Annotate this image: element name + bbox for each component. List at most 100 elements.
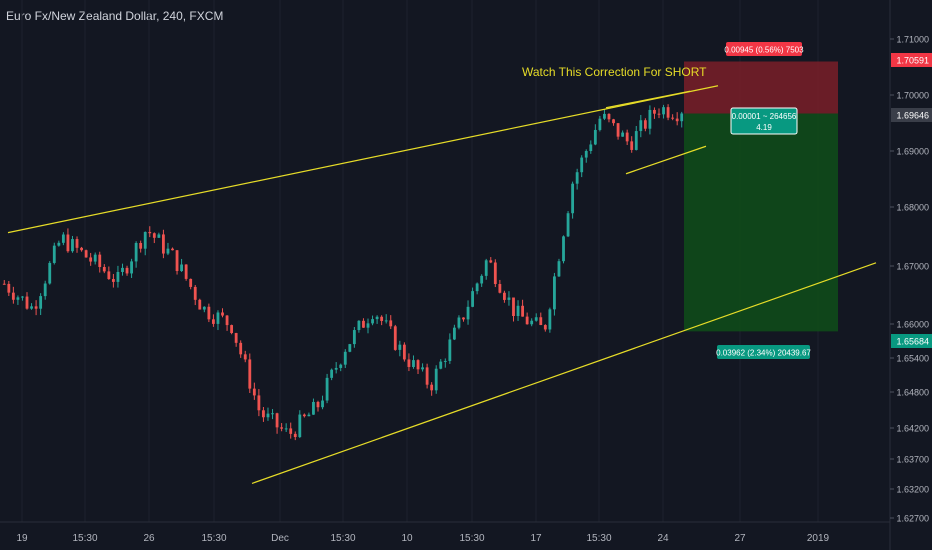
- flag-lower-trendline: [625, 145, 707, 175]
- candle-body: [389, 320, 393, 327]
- candle-body: [548, 309, 552, 330]
- candle-body: [152, 233, 156, 238]
- candle-body: [212, 319, 215, 324]
- candle-body: [607, 113, 611, 120]
- candle-body: [202, 306, 206, 310]
- stop-price: 1.70591: [896, 56, 929, 66]
- stop-label: 0.00945 (0.56%) 7503: [724, 46, 804, 55]
- candle-body: [171, 248, 174, 251]
- candle-body: [525, 316, 529, 325]
- candle-body: [243, 354, 247, 360]
- candle-body: [498, 284, 502, 293]
- candle-body: [443, 360, 447, 362]
- candle-body: [298, 414, 302, 438]
- x-tick-label: 15:30: [459, 533, 484, 544]
- candle-body: [66, 234, 70, 252]
- candle-body: [43, 283, 47, 297]
- candle-body: [21, 296, 24, 298]
- candle-body: [34, 306, 38, 309]
- candle-body: [262, 410, 265, 418]
- stop-label-box: 0.00945 (0.56%) 7503: [724, 42, 804, 56]
- candle-body: [425, 367, 429, 385]
- candle-body: [180, 264, 184, 272]
- y-tick-label: 1.66000: [896, 320, 929, 330]
- candle-body: [280, 427, 284, 429]
- candle-body: [161, 234, 165, 254]
- entry-label-line1: 0.00001 ~ 264656: [732, 112, 797, 121]
- candle-body: [480, 275, 484, 284]
- time-axis[interactable]: 19 15:30 26 15:30 Dec 15:30 10 15:30 17 15:30 24 27…: [16, 533, 829, 544]
- lower-channel-trendline: [251, 262, 877, 484]
- candle-body: [584, 150, 588, 158]
- candle-body: [189, 278, 193, 287]
- candle-body: [307, 414, 311, 417]
- candle-body: [225, 315, 229, 326]
- price-axis[interactable]: 1.71000 1.70000 1.69000 1.68000 1.67000 1.660…: [890, 35, 929, 524]
- candle-body: [239, 342, 243, 355]
- take-profit-zone[interactable]: [684, 113, 838, 332]
- candle-body: [89, 257, 93, 262]
- candle-body: [16, 297, 20, 300]
- candle-body: [57, 242, 61, 246]
- x-tick-label: 26: [143, 533, 155, 544]
- candle-body: [489, 260, 493, 263]
- candle-body: [198, 299, 202, 310]
- candle-body: [643, 120, 647, 129]
- candle-body: [84, 250, 88, 258]
- y-tick-label: 1.65400: [896, 354, 929, 364]
- candle-body: [589, 144, 593, 151]
- chart-title: Euro Fx/New Zealand Dollar, 240, FXCM: [6, 9, 224, 23]
- candle-body: [571, 183, 575, 214]
- candle-body: [257, 395, 261, 411]
- candle-body: [52, 245, 56, 263]
- candle-body: [484, 260, 488, 276]
- candle-body: [657, 113, 661, 115]
- trendlines[interactable]: [7, 85, 877, 484]
- candle-body: [384, 320, 388, 322]
- candle-body: [575, 172, 579, 184]
- y-tick-label: 1.64200: [896, 424, 929, 434]
- annotation-text: Watch This Correction For SHORT: [522, 65, 707, 79]
- y-tick-label: 1.69000: [896, 147, 929, 157]
- candle-body: [580, 157, 584, 173]
- candle-body: [221, 312, 224, 316]
- candle-body: [625, 132, 629, 142]
- candle-body: [234, 333, 238, 343]
- candle-body: [166, 248, 170, 254]
- candle-body: [107, 271, 111, 280]
- candle-body: [666, 107, 670, 118]
- candle-body: [148, 231, 152, 234]
- candlestick-series: [2, 104, 684, 441]
- y-tick-label: 1.68000: [896, 203, 929, 213]
- candle-body: [116, 271, 120, 282]
- candle-body: [61, 234, 65, 243]
- candle-body: [457, 317, 461, 328]
- candle-body: [421, 367, 424, 370]
- stop-price-tag: 1.70591: [891, 53, 932, 67]
- x-tick-label: Dec: [271, 533, 289, 544]
- candle-body: [293, 433, 297, 438]
- x-tick-label: 15:30: [201, 533, 226, 544]
- y-tick-label: 1.63700: [896, 455, 929, 465]
- candle-body: [284, 428, 288, 430]
- x-tick-label: 17: [530, 533, 542, 544]
- candle-body: [648, 109, 652, 129]
- target-price-tag: 1.65684: [891, 334, 932, 348]
- y-tick-label: 1.62700: [896, 514, 929, 524]
- candle-body: [416, 360, 420, 370]
- candle-body: [193, 286, 197, 300]
- candle-body: [130, 261, 133, 274]
- entry-label-box: 0.00001 ~ 264656 4.19: [730, 107, 798, 135]
- candle-body: [339, 364, 343, 368]
- x-tick-label: 2019: [807, 533, 830, 544]
- candle-body: [80, 247, 83, 251]
- candle-body: [630, 141, 634, 150]
- candle-body: [139, 242, 143, 249]
- candle-body: [7, 283, 11, 293]
- y-tick-label: 1.71000: [896, 35, 929, 45]
- x-tick-label: 19: [16, 533, 28, 544]
- current-price-tag: 1.69646: [891, 108, 932, 122]
- candle-body: [248, 359, 252, 389]
- candle-body: [616, 123, 620, 137]
